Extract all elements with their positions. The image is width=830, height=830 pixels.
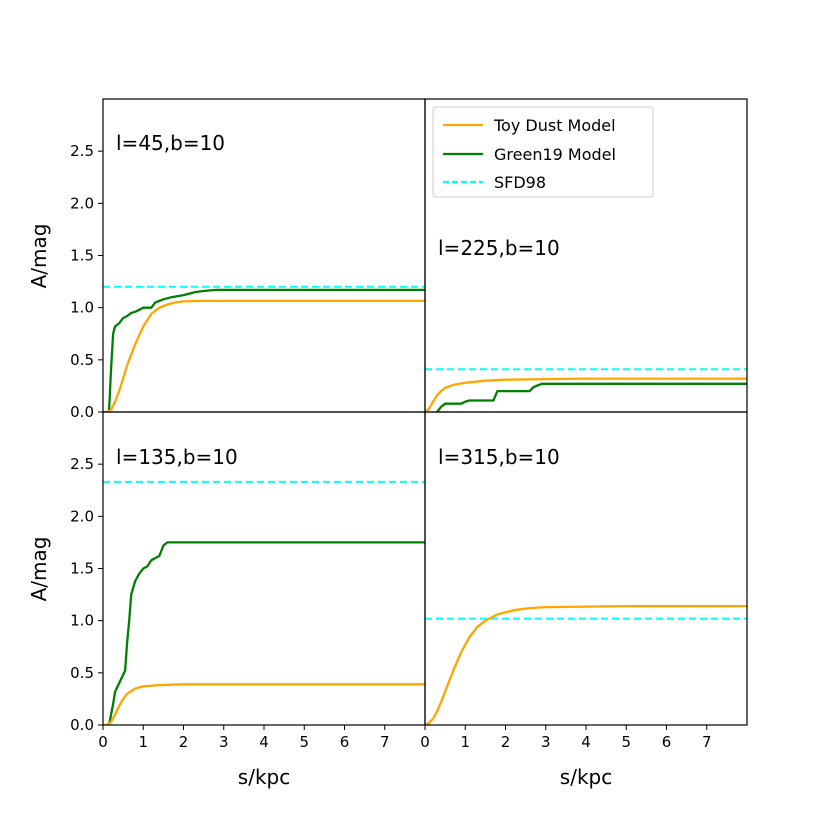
legend-label-green: Green19 Model <box>494 145 616 164</box>
panel-label-l225: l=225,b=10 <box>438 236 560 260</box>
y-tick-label: 0.5 <box>70 351 94 369</box>
x-tick-label: 1 <box>460 733 470 751</box>
panel-label-l315: l=315,b=10 <box>438 445 560 469</box>
x-tick-label: 7 <box>380 733 390 751</box>
x-tick-label: 4 <box>259 733 269 751</box>
x-tick-label: 6 <box>662 733 672 751</box>
toy-dust-model-line <box>103 299 425 412</box>
x-tick-label: 6 <box>340 733 350 751</box>
x-tick-label: 0 <box>98 733 108 751</box>
y-tick-label: 1.5 <box>70 560 94 578</box>
x-tick-label: 2 <box>501 733 511 751</box>
x-tick-label: 3 <box>541 733 551 751</box>
panel-label-l45: l=45,b=10 <box>116 131 225 155</box>
x-axis-ticks-right: 0 1 2 3 4 5 6 7 <box>420 725 712 751</box>
xlabel-left: s/kpc <box>238 765 290 789</box>
x-tick-label: 1 <box>138 733 148 751</box>
y-axis-ticks-bottom: 0.0 0.5 1.0 1.5 2.0 2.5 <box>70 455 103 734</box>
y-tick-label: 1.5 <box>70 247 94 265</box>
toy-dust-model-line <box>103 683 425 725</box>
legend-box <box>432 106 654 198</box>
x-tick-label: 3 <box>219 733 229 751</box>
y-tick-label: 2.5 <box>70 142 94 160</box>
y-tick-label: 2.0 <box>70 194 94 212</box>
x-tick-label: 4 <box>581 733 591 751</box>
x-tick-label: 5 <box>621 733 631 751</box>
toy-dust-model-line <box>425 377 747 412</box>
y-tick-label: 2.5 <box>70 455 94 473</box>
xlabel-right: s/kpc <box>560 765 612 789</box>
x-axis-ticks-left: 0 1 2 3 4 5 6 7 <box>98 725 390 751</box>
panels <box>102 98 748 726</box>
y-tick-label: 1.0 <box>70 299 94 317</box>
y-tick-label: 0.0 <box>70 716 94 734</box>
legend-label-toy: Toy Dust Model <box>493 116 616 135</box>
legend: Toy Dust Model Green19 Model SFD98 <box>432 106 654 198</box>
ylabel-bottom: A/mag <box>27 537 51 602</box>
y-tick-label: 2.0 <box>70 507 94 525</box>
y-tick-label: 0.5 <box>70 664 94 682</box>
panel-label-l135: l=135,b=10 <box>116 445 238 469</box>
toy-dust-model-line <box>425 604 747 725</box>
legend-label-sfd98: SFD98 <box>494 173 546 192</box>
green19-model-line <box>107 541 425 725</box>
y-tick-label: 0.0 <box>70 403 94 421</box>
green19-model-line <box>436 382 747 412</box>
x-tick-label: 7 <box>702 733 712 751</box>
y-axis-ticks-top: 0.0 0.5 1.0 1.5 2.0 2.5 <box>70 142 103 421</box>
ylabel-top: A/mag <box>27 224 51 289</box>
x-tick-label: 0 <box>420 733 430 751</box>
green19-model-line <box>107 288 425 412</box>
x-tick-label: 5 <box>299 733 309 751</box>
y-tick-label: 1.0 <box>70 612 94 630</box>
x-tick-label: 2 <box>179 733 189 751</box>
